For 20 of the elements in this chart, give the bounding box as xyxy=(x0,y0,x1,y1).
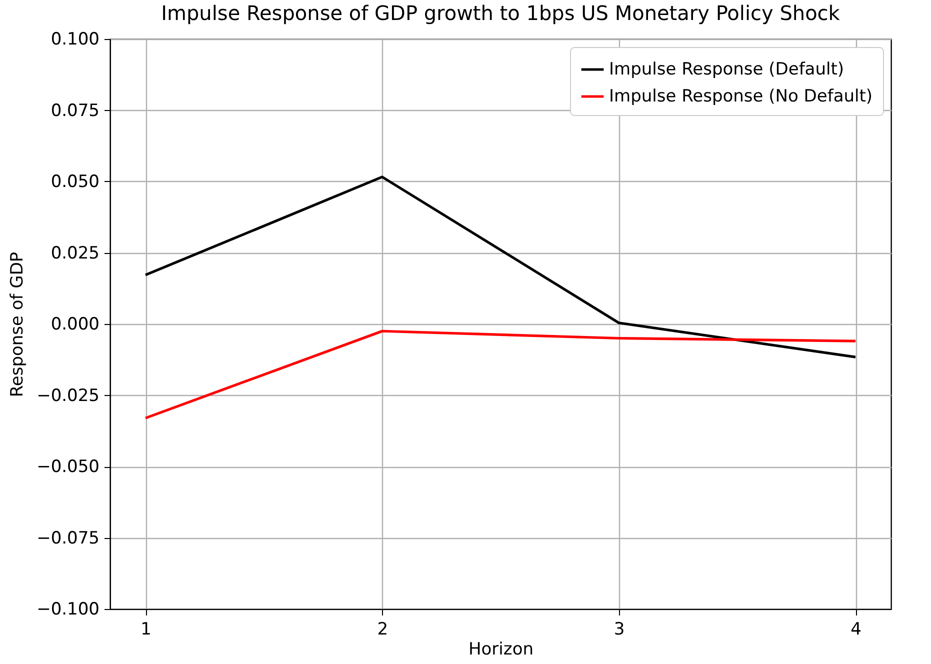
y-tick-label: 0.100 xyxy=(50,30,100,50)
line-series xyxy=(144,176,857,358)
y-tick-label: −0.100 xyxy=(36,600,100,620)
y-tick-label: −0.075 xyxy=(36,528,100,548)
x-tick-label: 2 xyxy=(377,620,388,640)
y-tick-label: 0.000 xyxy=(50,314,100,334)
line-series xyxy=(144,330,857,420)
legend-label: Impulse Response (No Default) xyxy=(609,86,873,106)
legend-label: Impulse Response (Default) xyxy=(609,60,844,80)
chart-title: Impulse Response of GDP growth to 1bps US Monetary Policy Shock xyxy=(161,1,840,25)
y-axis-title: Response of GDP xyxy=(8,252,28,398)
x-tick-label: 4 xyxy=(850,620,862,640)
x-tick-label: 1 xyxy=(140,620,152,640)
y-tick-label: 0.075 xyxy=(50,100,100,121)
y-tick-label: −0.050 xyxy=(36,457,100,477)
y-tick-label: 0.050 xyxy=(50,172,100,192)
y-tick-label: −0.025 xyxy=(36,386,100,406)
x-axis-title: Horizon xyxy=(468,640,534,660)
y-tick-label: 0.025 xyxy=(50,243,100,264)
x-tick-label: 3 xyxy=(614,620,625,640)
